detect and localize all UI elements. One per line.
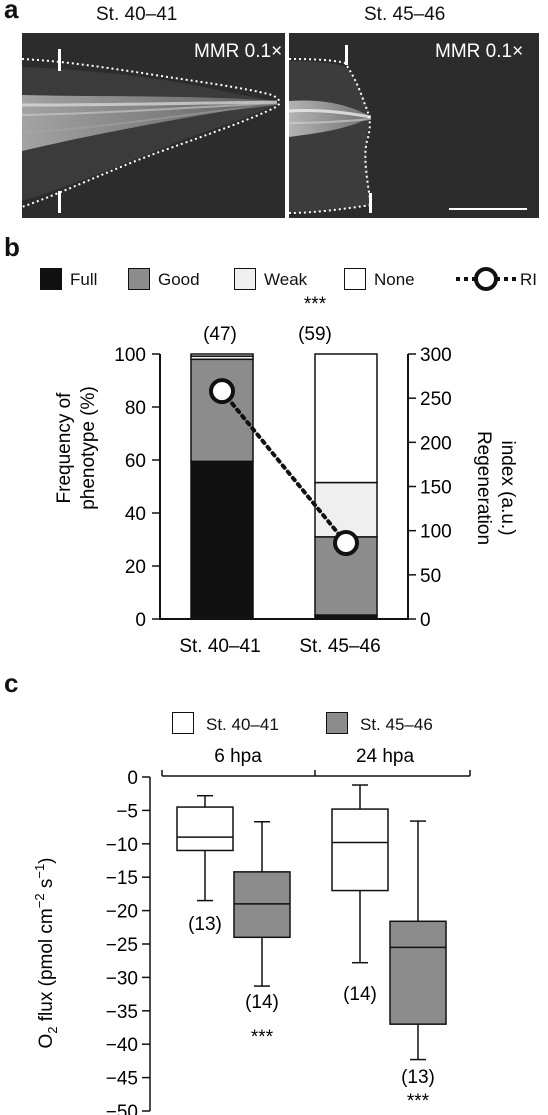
bar-segment-weak	[314, 481, 378, 538]
legend-label-ri: RI	[520, 270, 537, 289]
right-tick-label: 300	[420, 345, 452, 366]
ri-series	[209, 378, 359, 557]
left-tick-label: 100	[114, 345, 146, 366]
micrograph-st45-46: MMR 0.1×	[289, 33, 539, 218]
left-tick-label: 80	[125, 398, 146, 419]
y-axis-right-ticks: 0 50 100 150 200 250 300	[408, 345, 452, 631]
significance-24hpa: ***	[407, 1091, 430, 1112]
micrograph-st45-46-drawing	[289, 45, 527, 214]
y-axis-ticks-c: 0 −5 −10 −15 −20 −25 −30 −35 −40 −45 −50	[106, 768, 150, 1115]
stacked-bar-chart: *** (47) (59) Frequency of phenotype (%)…	[54, 296, 518, 657]
panel-a-left-title: St. 40–41	[96, 4, 178, 25]
left-tick-label: 60	[125, 451, 146, 472]
n-label-box-1: (13)	[188, 914, 222, 935]
legend-ri-symbol	[456, 267, 516, 291]
box	[389, 920, 447, 1025]
tick-label-c: −5	[116, 801, 138, 822]
legend-label-none: None	[374, 270, 415, 289]
micrograph-st40-41-drawing	[22, 49, 281, 213]
y-axis-label-c: O2 flux (pmol cm−2 s−1)	[32, 857, 60, 1048]
tick-label-c: −35	[106, 1002, 138, 1023]
bar-segment-none	[190, 353, 254, 357]
tick-label-c: −15	[106, 868, 138, 889]
y-axis-label-right-1: Regeneration	[473, 431, 494, 545]
panel-b-label: b	[4, 232, 20, 262]
left-tick-label: 20	[125, 557, 146, 578]
legend-swatch-full	[40, 268, 62, 290]
tick-label-c: −30	[106, 968, 138, 989]
right-tick-label: 250	[420, 389, 452, 410]
tick-label-c: −50	[106, 1102, 138, 1115]
legend-swatch-st40-41	[172, 712, 194, 734]
legend-swatch-good	[128, 268, 150, 290]
n-label-box-3: (14)	[343, 984, 377, 1005]
boxes	[176, 784, 447, 1061]
legend-label-good: Good	[158, 270, 200, 289]
tick-label-c: −25	[106, 935, 138, 956]
bar-segment-none	[314, 353, 378, 484]
box-plot-chart: 6 hpa 24 hpa O2 flux (pmol cm−2 s−1) 0 −5…	[32, 746, 471, 1115]
ri-line	[220, 389, 348, 546]
y-axis-left-ticks: 0 20 40 60 80 100	[114, 345, 160, 631]
legend-swatch-none	[344, 268, 366, 290]
tick-label-c: −20	[106, 902, 138, 923]
tick-label-c: 0	[127, 768, 138, 789]
y-axis-label-left-2: phenotype (%)	[78, 386, 99, 510]
panel-a-right-title: St. 45–46	[364, 4, 446, 25]
ri-point	[333, 530, 359, 557]
y-axis-label-right-2: index (a.u.)	[497, 440, 518, 535]
micrograph-st40-41: MMR 0.1×	[22, 33, 285, 218]
tick-label-c: −45	[106, 1069, 138, 1090]
tick-label-c: −10	[106, 835, 138, 856]
panel-c-label: c	[4, 668, 19, 698]
legend-label-weak: Weak	[264, 270, 308, 289]
right-tick-label: 0	[420, 610, 431, 631]
left-tick-label: 40	[125, 504, 146, 525]
panel-a-label: a	[4, 0, 19, 24]
box	[176, 806, 234, 852]
n-label-box-2: (14)	[245, 992, 279, 1013]
legend-label-st45-46: St. 45–46	[360, 715, 433, 734]
significance-6hpa: ***	[251, 1027, 274, 1048]
legend-swatch-st45-46	[326, 712, 348, 734]
n-label-st40-41: (47)	[203, 324, 237, 345]
bar-segment-good	[190, 358, 254, 463]
legend-label-st40-41: St. 40–41	[206, 715, 279, 734]
condition-label-left: MMR 0.1×	[194, 41, 283, 62]
right-tick-label: 150	[420, 478, 452, 499]
box	[331, 808, 389, 892]
x-label-st45-46: St. 45–46	[299, 636, 380, 657]
right-tick-label: 50	[420, 566, 441, 587]
y-axis-label-left-1: Frequency of	[54, 392, 75, 504]
legend-swatch-weak	[234, 268, 256, 290]
left-tick-label: 0	[135, 610, 146, 631]
n-label-box-4: (13)	[401, 1067, 435, 1088]
legend-label-full: Full	[70, 270, 98, 289]
group-label-24hpa: 24 hpa	[356, 746, 415, 767]
group-label-6hpa: 6 hpa	[214, 746, 262, 767]
bar-segment-full	[190, 460, 254, 620]
x-label-st40-41: St. 40–41	[179, 636, 260, 657]
significance-b: ***	[304, 296, 327, 315]
n-label-st45-46: (59)	[298, 324, 332, 345]
right-tick-label: 200	[420, 433, 452, 454]
tick-label-c: −40	[106, 1035, 138, 1056]
ri-point	[209, 378, 235, 405]
right-tick-label: 100	[420, 522, 452, 543]
condition-label-right: MMR 0.1×	[435, 41, 524, 62]
